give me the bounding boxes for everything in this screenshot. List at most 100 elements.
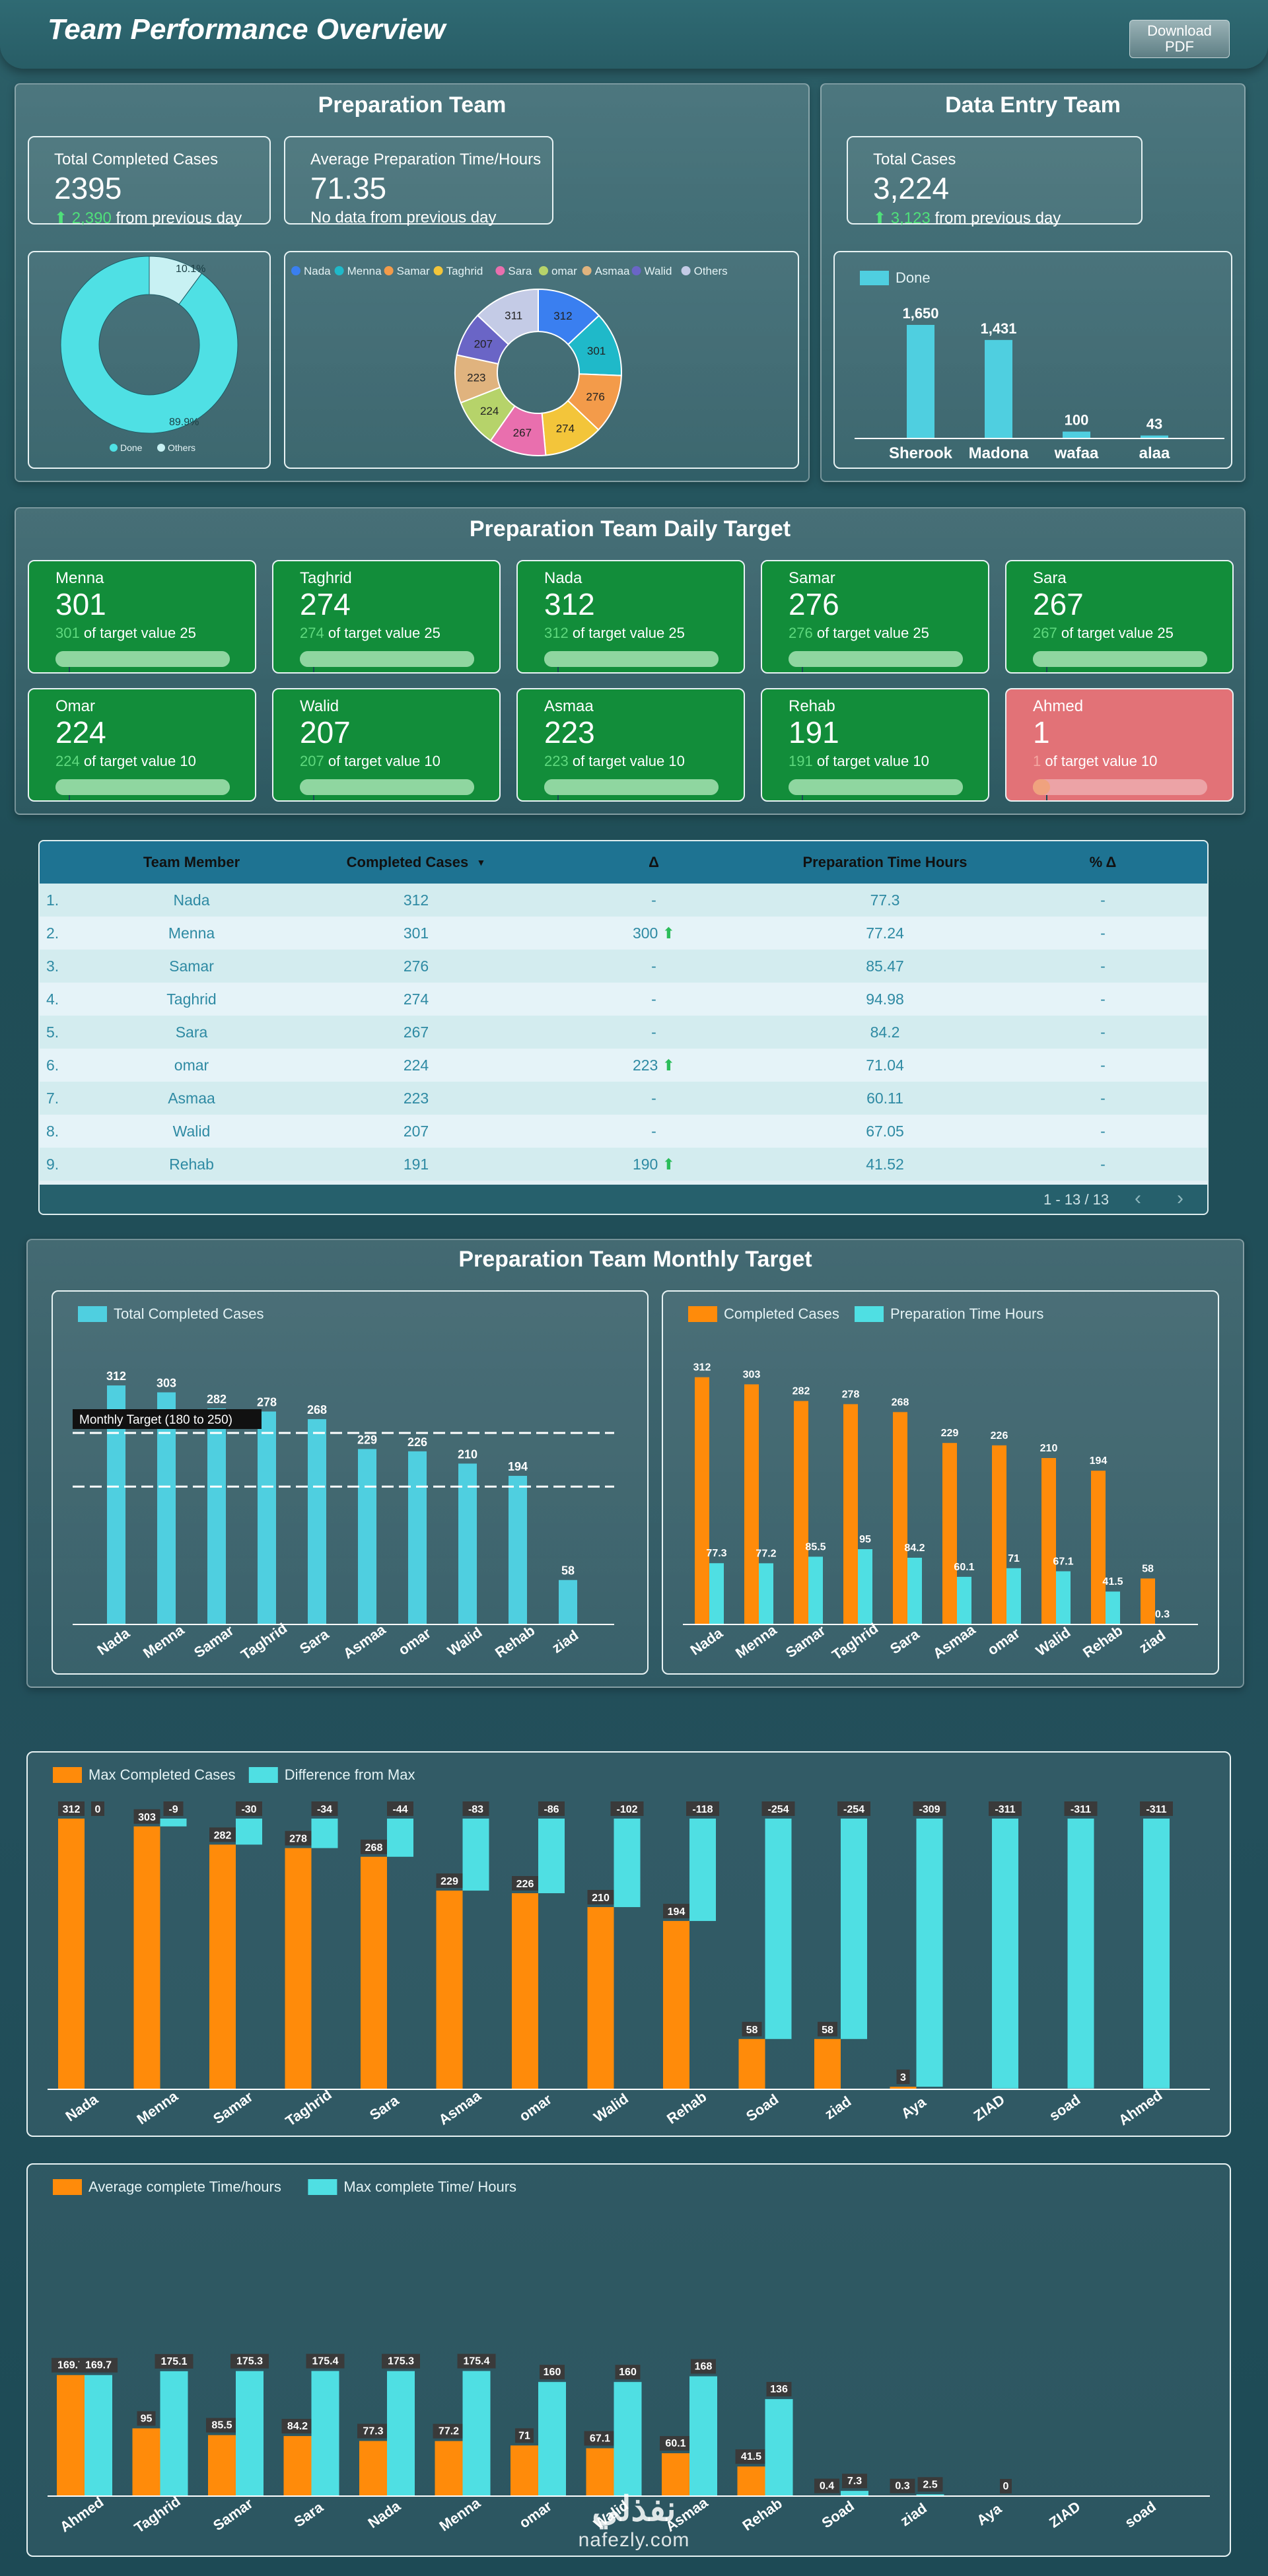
bar-value-label: 312 [106,1370,126,1383]
bar-value-label: 71 [1008,1553,1020,1564]
value-label-box [686,1801,719,1816]
bar-value-label: 169.7 [57,2360,84,2371]
tile-progress-bar [789,651,963,667]
row-pct-delta: - [1100,1024,1106,1041]
table-row[interactable]: 6. omar 224 223 ⬆ 71.04 - [40,1049,1207,1082]
next-page-button[interactable]: › [1177,1187,1183,1209]
value-label-box [913,1801,946,1816]
watermark-logo: نفذلي nafezly.com [578,2490,690,2551]
row-completed-cases: 207 [403,1123,429,1140]
bar [559,1580,577,1624]
table-row[interactable]: 2. Menna 301 300 ⬆ 77.24 - [40,917,1207,950]
value-label-box [837,1801,870,1816]
tile-progress-bar [55,779,230,795]
x-tick-label: Ahmed [1115,2087,1165,2128]
total-completed-cases-chart: Total Completed Cases 312 Nada 303 Menna 282 S… [73,1305,614,1663]
legend-label: Preparation Time Hours [890,1305,1043,1322]
value-label-box [890,2478,915,2493]
value-label-box [512,1876,538,1891]
row-index: 4. [46,991,59,1008]
table-row[interactable]: 5. Sara 267 - 84.2 - [40,1016,1207,1049]
x-tick-label: soad [1121,2498,1158,2531]
column-header-delta[interactable]: Δ [649,854,659,870]
tile-target-marker [557,667,559,672]
table-row[interactable]: 7. Asmaa 223 - 60.11 - [40,1082,1207,1115]
bar [662,2453,689,2496]
x-tick-label: Ahmed [57,2493,106,2535]
tile-member-name: Ahmed [1033,697,1084,715]
bar-value-label: 226 [407,1436,427,1449]
bar-value-label: -102 [616,1804,637,1815]
x-tick-label: Rehab [739,2495,785,2534]
bar-value-label: -309 [919,1804,940,1815]
download-pdf-button[interactable]: Download PDF [1129,20,1230,58]
row-completed-cases: 224 [403,1057,429,1074]
tile-member-name: Walid [300,697,339,715]
average-complete-time-chart: Average complete Time/hours Max complete … [48,2178,1210,2536]
bar [587,1907,614,2089]
bar-value-label: 95 [859,1534,871,1545]
bar [843,1404,858,1624]
bar [462,2371,491,2496]
table-footer: 1 - 13 / 13 ‹ › [40,1185,1207,1214]
bar-value-label: 60.1 [665,2438,686,2449]
x-tick-label: Asmaa [340,1620,389,1661]
table-row[interactable]: 4. Taghrid 274 - 94.98 - [40,983,1207,1016]
bar [1091,1471,1106,1624]
tile-progress-fill [55,779,230,795]
legend-label: Total Completed Cases [114,1305,264,1322]
table-row[interactable]: 9. Rehab 191 190 ⬆ 41.52 - [40,1148,1207,1181]
tile-member-name: Nada [544,569,582,587]
bar [808,1556,823,1624]
bar-value-label: 168 [695,2361,713,2373]
target-tile-omar: Omar 224 224 of target value 10 [28,688,256,802]
data-entry-team-title: Data Entry Team [945,92,1121,118]
bar [258,1411,276,1624]
max-completed-cases-chart-card: Max Completed Cases Difference from Max 31… [26,1751,1231,2137]
legend-swatch [110,444,118,452]
x-tick-label: Rehab [492,1622,538,1661]
value-label-box [610,1801,644,1816]
row-preparation-time: 67.05 [866,1123,904,1140]
column-header-team-member[interactable]: Team Member [143,854,240,870]
row-preparation-time: 77.3 [870,891,900,909]
tile-target-text: 301 of target value 25 [55,625,196,641]
x-tick-label: Rehab [1080,1622,1125,1661]
table-row[interactable]: 1. Nada 312 - 77.3 - [40,884,1207,917]
value-label-box [155,2353,194,2369]
value-label-box [236,1801,262,1816]
up-arrow-icon: ⬆ [54,209,72,227]
x-tick-label: ziad [897,2499,929,2529]
x-tick-label: Sara [297,1626,332,1657]
row-delta: - [651,1024,656,1041]
x-tick-label: Rehab [664,2088,709,2127]
tile-target-marker [1046,667,1047,672]
value-label-box [382,2353,420,2369]
target-tile-asmaa: Asmaa 223 223 of target value 10 [516,688,745,802]
legend-swatch [433,266,443,275]
x-tick-label: alaa [1139,444,1170,462]
bar-value-label: 194 [508,1460,528,1473]
bar-value-label: 0.4 [820,2481,834,2492]
legend-label: Done [120,442,143,453]
x-tick-label: Menna [732,1621,780,1661]
done-others-donut-card: 10.1% 89.9% Done Others [28,251,271,469]
x-tick-label: Samar [783,1622,829,1661]
bar [538,1819,565,1894]
bar-value-label: 67.1 [590,2433,610,2445]
total-completed-cases-chart-card: Total Completed Cases 312 Nada 303 Menna 282 S… [52,1290,649,1675]
column-header-preparation-time[interactable]: Preparation Time Hours [802,854,968,870]
bar [85,2375,112,2496]
cases-vs-time-chart-card: Completed Cases Preparation Time Hours 312… [662,1290,1219,1675]
table-row[interactable]: 8. Walid 207 - 67.05 - [40,1115,1207,1148]
preparation-team-panel: Preparation Team Total Completed Cases 2… [15,83,810,482]
bar-value-label: 85.5 [211,2420,232,2431]
prev-page-button[interactable]: ‹ [1135,1187,1141,1209]
bar-value-label: 282 [214,1830,232,1841]
column-header-pct-delta[interactable]: % Δ [1089,854,1117,870]
column-header-completed-cases[interactable]: Completed Cases ▼ [346,854,486,870]
bar [308,1419,326,1624]
bar [361,1856,387,2089]
table-row[interactable]: 3. Samar 276 - 85.47 - [40,950,1207,983]
tile-progress-bar [55,651,230,667]
